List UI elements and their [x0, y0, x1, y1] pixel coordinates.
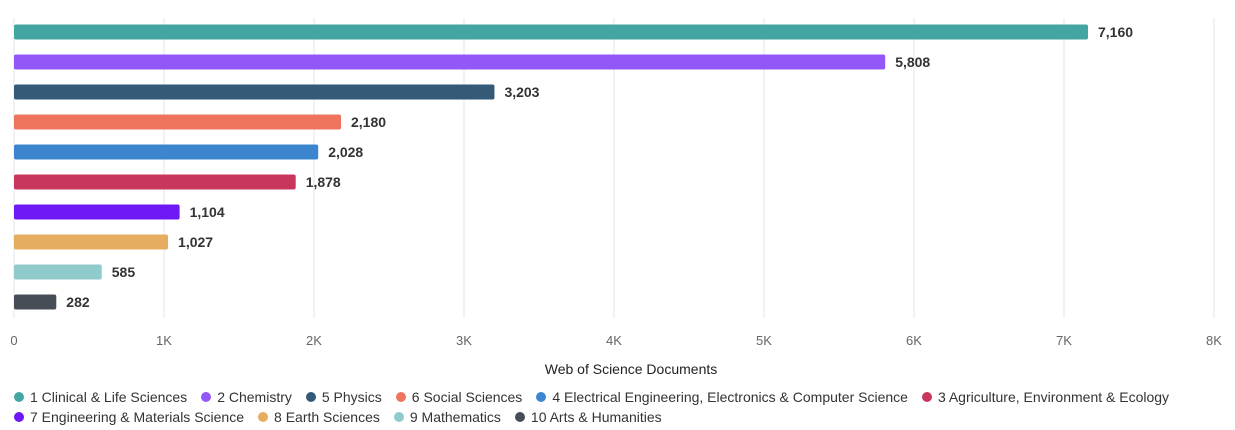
legend-swatch: [514, 412, 525, 422]
legend-label: 4 Electrical Engineering, Electronics & …: [552, 389, 908, 405]
legend-swatch: [393, 412, 404, 422]
legend-item[interactable]: 2 Chemistry: [201, 389, 292, 405]
x-tick-label: 3K: [456, 333, 472, 348]
x-tick-label: 2K: [306, 333, 322, 348]
bar[interactable]: [14, 234, 169, 250]
bar-value-label: 1,027: [178, 234, 213, 250]
x-tick-label: 7K: [1056, 333, 1072, 348]
legend-item[interactable]: 1 Clinical & Life Sciences: [14, 389, 187, 405]
x-axis-ticks: 0 1K 2K 3K 4K 5K 6K 7K 8K: [10, 333, 1222, 348]
legend-label: 8 Earth Sciences: [274, 409, 380, 425]
legend-label: 3 Agriculture, Environment & Ecology: [937, 389, 1170, 405]
x-tick-label: 4K: [606, 333, 622, 348]
bar[interactable]: [14, 144, 319, 160]
legend-label: 6 Social Sciences: [411, 389, 523, 405]
bar[interactable]: [14, 264, 102, 280]
bar-value-label: 585: [112, 264, 136, 280]
x-tick-label: 1K: [156, 333, 172, 348]
x-tick-label: 8K: [1206, 333, 1222, 348]
x-axis-title: Web of Science Documents: [545, 361, 718, 377]
legend-swatch: [305, 392, 316, 402]
legend-swatch: [14, 412, 24, 422]
x-tick-label: 5K: [756, 333, 772, 348]
bar[interactable]: [14, 114, 341, 130]
legend-item[interactable]: 8 Earth Sciences: [258, 409, 380, 425]
x-tick-label: 0: [10, 333, 17, 348]
legend-label: 5 Physics: [321, 389, 382, 405]
bar-value-label: 282: [66, 294, 90, 310]
x-tick-label: 6K: [906, 333, 922, 348]
bar-value-label: 7,160: [1098, 24, 1133, 40]
legend-label: 7 Engineering & Materials Science: [30, 409, 245, 425]
legend-swatch: [14, 392, 24, 402]
legend-item[interactable]: 10 Arts & Humanities: [514, 409, 662, 425]
legend-swatch: [395, 392, 406, 402]
bar[interactable]: [14, 294, 57, 310]
data-labels: 7,160 5,808 3,203 2,180 2,028 1,878 1,104 1,027…: [66, 24, 1133, 310]
bar-value-label: 1,878: [306, 174, 341, 190]
legend-item[interactable]: 4 Electrical Engineering, Electronics & …: [536, 389, 908, 405]
bar-value-label: 2,028: [328, 144, 363, 160]
legend-item[interactable]: 3 Agriculture, Environment & Ecology: [921, 389, 1170, 405]
legend-item[interactable]: 7 Engineering & Materials Science: [14, 409, 244, 425]
bar[interactable]: [14, 54, 886, 70]
bar-value-label: 5,808: [895, 54, 930, 70]
legend-swatch: [258, 412, 269, 422]
legend-swatch: [536, 392, 547, 402]
legend-label: 9 Mathematics: [409, 409, 501, 425]
bar-value-label: 3,203: [504, 84, 539, 100]
bar-value-label: 2,180: [351, 114, 386, 130]
bars: [14, 24, 1088, 310]
legend-swatch: [921, 392, 932, 402]
legend-label: 2 Chemistry: [217, 389, 292, 405]
legend-label: 1 Clinical & Life Sciences: [30, 389, 188, 405]
legend-label: 10 Arts & Humanities: [530, 409, 662, 425]
bar[interactable]: [14, 204, 180, 220]
bar[interactable]: [14, 24, 1088, 40]
bar-value-label: 1,104: [190, 204, 225, 220]
bar[interactable]: [14, 84, 495, 100]
legend-item[interactable]: 9 Mathematics: [393, 409, 501, 425]
legend-swatch: [201, 392, 212, 402]
legend: 1 Clinical & Life Sciences 2 Chemistry 5 P…: [14, 389, 1219, 425]
legend-item[interactable]: 6 Social Sciences: [395, 389, 523, 405]
legend-item[interactable]: 5 Physics: [305, 389, 382, 405]
bar[interactable]: [14, 174, 296, 190]
chart-plot: 7,160 5,808 3,203 2,180 2,028 1,878 1,104 1,027…: [10, 18, 1222, 377]
